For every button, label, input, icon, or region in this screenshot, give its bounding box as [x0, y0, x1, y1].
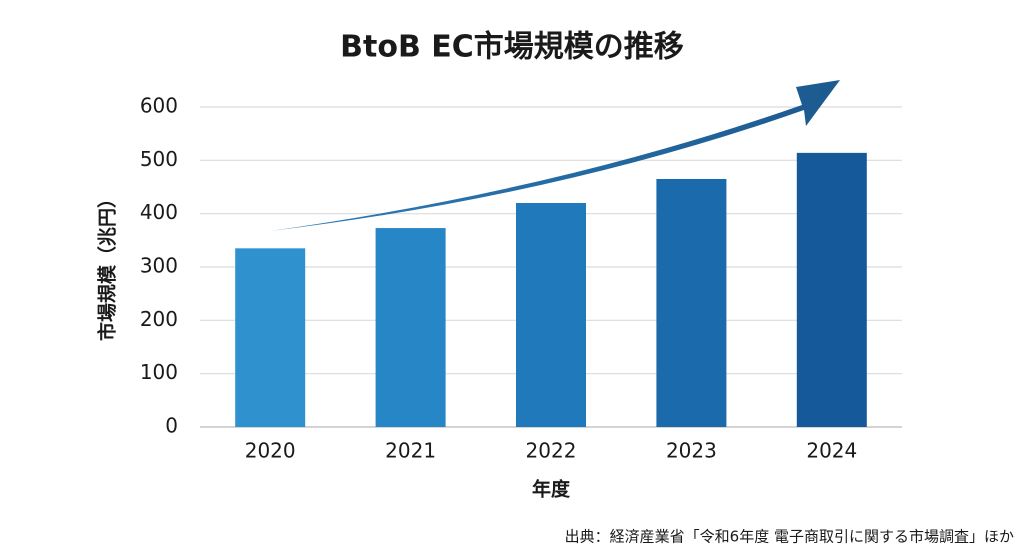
bar [516, 203, 586, 427]
y-axis-label: 市場規模（兆円） [96, 189, 119, 341]
y-tick-label: 0 [165, 414, 178, 438]
chart-title: BtoB EC市場規模の推移 [340, 30, 684, 65]
source-note: 出典：経済産業省「令和6年度 電子商取引に関する市場調査」ほか [565, 528, 1014, 546]
y-tick-label: 500 [140, 147, 178, 171]
x-tick-label: 2023 [666, 439, 717, 463]
bars [235, 152, 867, 427]
bar [796, 152, 867, 427]
x-tick-label: 2020 [245, 439, 296, 463]
bar [235, 248, 306, 427]
y-tick-label: 600 [140, 94, 178, 118]
y-tick-label: 300 [140, 254, 178, 278]
x-tick-label: 2021 [385, 439, 436, 463]
bar [656, 179, 727, 427]
x-axis-label: 年度 [532, 478, 571, 501]
y-tick-label: 100 [140, 360, 178, 384]
x-tick-label: 2022 [526, 439, 577, 463]
y-tick-label: 200 [140, 307, 178, 331]
y-tick-label: 400 [140, 200, 178, 224]
bar [375, 228, 446, 427]
x-tick-label: 2024 [806, 439, 857, 463]
